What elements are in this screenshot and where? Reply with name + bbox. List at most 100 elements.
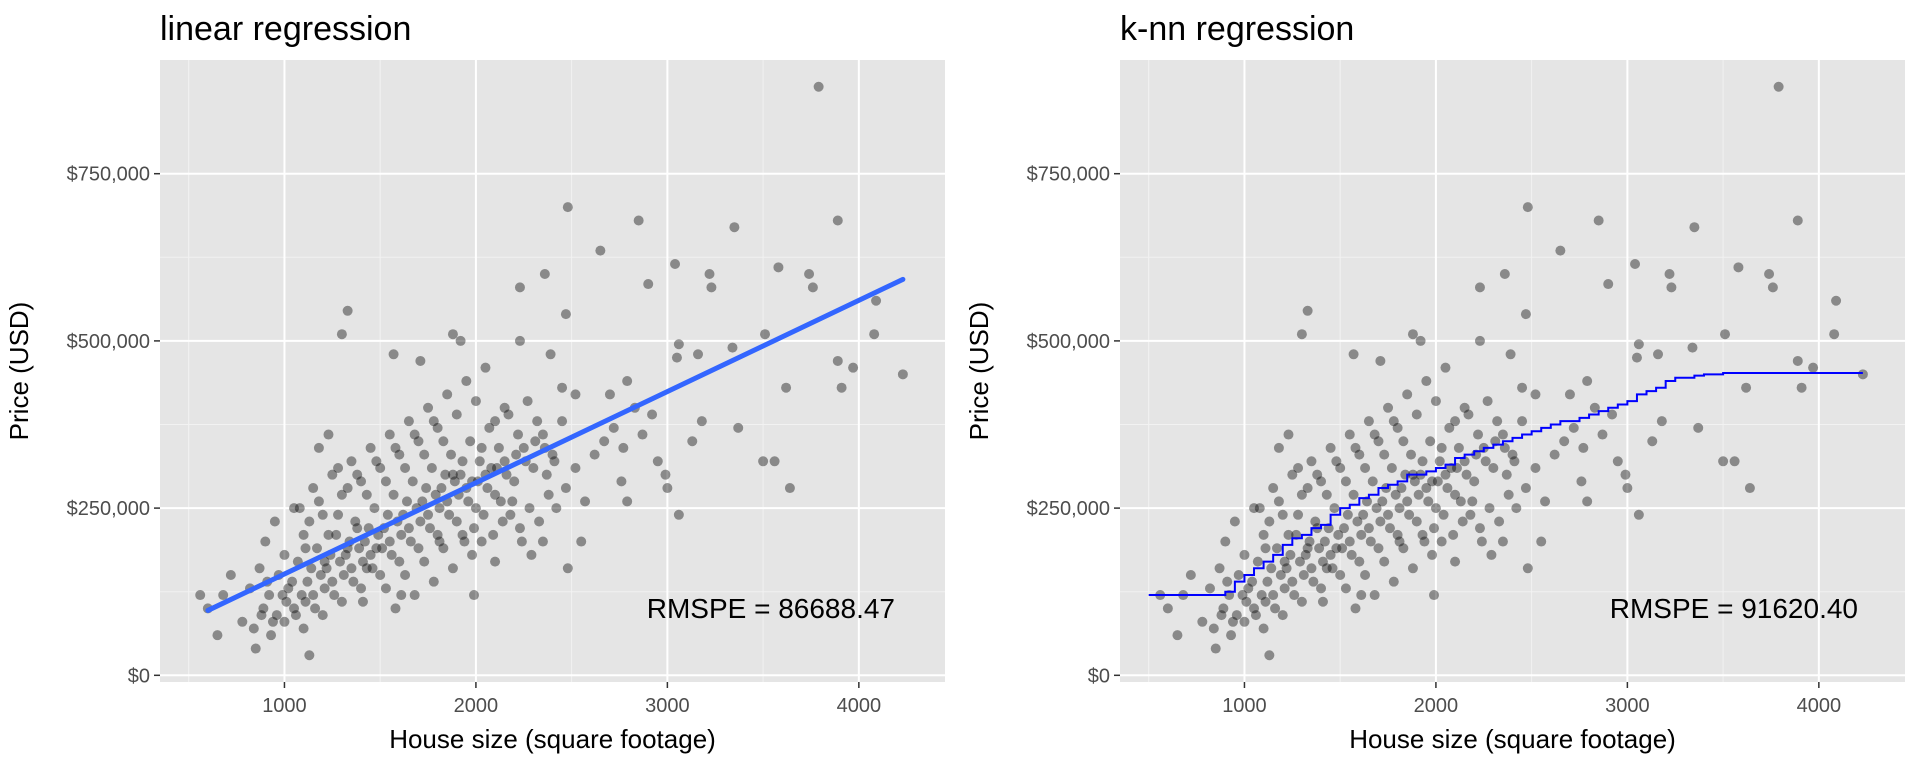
data-point	[1356, 590, 1367, 601]
data-point	[1283, 529, 1294, 540]
data-point	[1229, 516, 1240, 527]
data-point	[287, 576, 298, 587]
data-point	[403, 523, 414, 534]
data-point	[760, 329, 771, 340]
data-point	[1331, 543, 1342, 554]
data-point	[1379, 556, 1390, 567]
data-point	[1319, 536, 1330, 547]
data-point	[1857, 369, 1868, 380]
data-point	[1325, 549, 1336, 560]
data-point	[486, 462, 497, 473]
data-point	[1530, 462, 1541, 473]
data-point	[449, 476, 460, 487]
data-point	[493, 442, 504, 453]
x-tick-label: 4000	[1797, 695, 1842, 717]
data-point	[1304, 536, 1315, 547]
data-point	[1250, 610, 1261, 621]
data-point	[1352, 516, 1363, 527]
data-point	[551, 503, 562, 514]
data-point	[1720, 329, 1731, 340]
data-point	[269, 516, 280, 527]
data-point	[1306, 456, 1317, 467]
data-point	[1237, 590, 1248, 601]
data-point	[1365, 536, 1376, 547]
data-point	[380, 583, 391, 594]
data-point	[1482, 396, 1493, 407]
data-point	[388, 489, 399, 500]
data-point	[1440, 362, 1451, 373]
plot-panel	[160, 60, 945, 682]
data-point	[480, 362, 491, 373]
data-point	[1220, 536, 1231, 547]
data-point	[469, 590, 479, 601]
data-point	[451, 409, 462, 420]
data-point	[1296, 596, 1307, 607]
data-point	[1463, 409, 1474, 420]
data-point	[1348, 489, 1359, 500]
x-tick-label: 4000	[837, 695, 882, 717]
x-axis-title: House size (square footage)	[1349, 724, 1676, 754]
data-point	[1549, 449, 1560, 460]
data-point	[317, 610, 328, 621]
data-point	[1484, 503, 1495, 514]
data-point	[1474, 335, 1485, 346]
data-point	[1411, 516, 1422, 527]
data-point	[413, 543, 424, 554]
data-point	[1427, 476, 1438, 487]
data-point	[1335, 569, 1346, 580]
data-point	[423, 402, 434, 413]
data-point	[348, 576, 359, 587]
chart-title: k-nn regression	[1120, 10, 1354, 48]
data-point	[396, 590, 407, 601]
data-point	[769, 456, 780, 467]
data-point	[1298, 569, 1309, 580]
data-point	[1450, 556, 1461, 567]
data-point	[557, 416, 568, 427]
data-point	[1576, 476, 1587, 487]
data-point	[1294, 556, 1305, 567]
data-point	[660, 469, 671, 480]
data-point	[457, 529, 468, 540]
data-point	[388, 349, 399, 360]
data-point	[1480, 456, 1491, 467]
data-point	[1314, 543, 1325, 554]
data-point	[1231, 610, 1242, 621]
data-point	[394, 556, 405, 567]
data-point	[342, 305, 353, 316]
data-point	[1656, 416, 1667, 427]
data-point	[704, 269, 715, 280]
data-point	[1296, 489, 1307, 500]
data-point	[300, 596, 311, 607]
data-point	[549, 456, 560, 467]
data-point	[1507, 449, 1518, 460]
data-point	[371, 543, 382, 554]
data-point	[289, 603, 300, 614]
data-point	[1693, 422, 1704, 433]
data-point	[1268, 590, 1279, 601]
data-point	[1442, 483, 1453, 494]
data-point	[1337, 543, 1348, 554]
data-point	[1162, 603, 1173, 614]
data-point	[1358, 509, 1369, 520]
data-point	[1421, 483, 1432, 494]
data-point	[1356, 529, 1367, 540]
data-point	[1208, 623, 1219, 634]
data-point	[1459, 402, 1470, 413]
data-point	[390, 603, 401, 614]
data-point	[430, 489, 441, 500]
data-point	[1392, 529, 1403, 540]
data-point	[470, 396, 481, 407]
data-point	[237, 616, 248, 627]
data-point	[1411, 409, 1422, 420]
data-point	[319, 583, 330, 594]
data-point	[467, 549, 478, 560]
data-point	[327, 469, 338, 480]
data-point	[1204, 583, 1215, 594]
data-point	[1264, 650, 1275, 661]
data-point	[329, 590, 340, 601]
data-point	[306, 563, 317, 574]
data-point	[1687, 342, 1698, 353]
data-point	[266, 630, 277, 641]
data-point	[1350, 603, 1361, 614]
data-point	[1312, 469, 1323, 480]
